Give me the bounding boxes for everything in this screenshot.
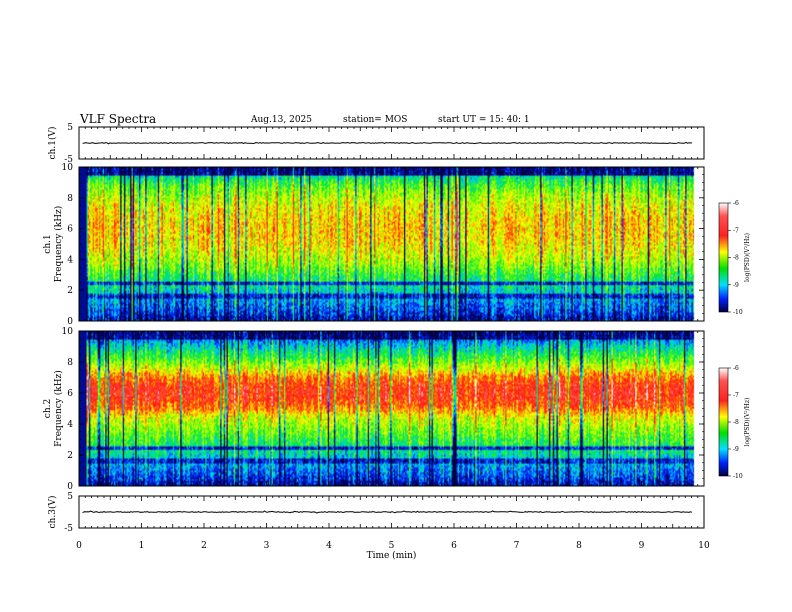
y-axis-title: Frequency (kHz) bbox=[53, 370, 64, 447]
spectrogram-heatmap bbox=[79, 331, 704, 486]
observation-date: Aug.13, 2025 bbox=[251, 115, 312, 125]
y-tick-label: 10 bbox=[62, 163, 74, 173]
x-tick-label: 3 bbox=[264, 541, 270, 551]
colorbar-tick-label: -6 bbox=[733, 365, 739, 372]
x-tick-label: 10 bbox=[698, 541, 710, 551]
x-tick-label: 6 bbox=[451, 541, 457, 551]
y-tick-label: 2 bbox=[67, 286, 73, 296]
colorbar-tick-label: -8 bbox=[733, 419, 739, 426]
x-tick-label: 0 bbox=[76, 541, 82, 551]
y-axis-title: ch.2 bbox=[43, 399, 53, 418]
colorbar-tick-label: -9 bbox=[733, 446, 739, 453]
y-tick-label: 2 bbox=[67, 451, 73, 461]
y-tick-label: 5 bbox=[67, 123, 73, 133]
station-label: station= MOS bbox=[343, 115, 408, 125]
x-tick-label: 4 bbox=[326, 541, 332, 551]
x-tick-label: 2 bbox=[201, 541, 207, 551]
colorbar-label: log(PSD)(V²/Hz) bbox=[744, 398, 751, 447]
waveform-trace bbox=[82, 141, 693, 145]
x-tick-label: 1 bbox=[139, 541, 145, 551]
spectrogram-heatmap bbox=[79, 167, 704, 321]
y-tick-label: 6 bbox=[67, 225, 73, 235]
start-time-label: start UT = 15: 40: 1 bbox=[438, 115, 530, 125]
x-tick-label: 8 bbox=[576, 541, 582, 551]
y-tick-label: -5 bbox=[64, 155, 73, 165]
colorbar bbox=[718, 202, 729, 313]
colorbar-tick-label: -8 bbox=[733, 255, 739, 262]
y-tick-label: 8 bbox=[67, 358, 73, 368]
y-tick-label: -5 bbox=[64, 524, 73, 534]
y-tick-label: 4 bbox=[67, 420, 73, 430]
y-tick-label: 4 bbox=[67, 255, 73, 265]
x-tick-label: 5 bbox=[389, 541, 395, 551]
y-tick-label: 10 bbox=[62, 327, 74, 337]
y-axis-title: Frequency (kHz) bbox=[53, 206, 64, 283]
y-axis-title: ch.1(V) bbox=[47, 127, 58, 160]
colorbar-tick-label: -7 bbox=[733, 227, 739, 234]
y-axis-title: ch.1 bbox=[43, 234, 53, 253]
colorbar-label: log(PSD)(V²/Hz) bbox=[744, 233, 751, 282]
x-tick-label: 9 bbox=[639, 541, 645, 551]
y-tick-label: 6 bbox=[67, 389, 73, 399]
y-tick-label: 5 bbox=[67, 492, 73, 502]
y-tick-label: 0 bbox=[67, 317, 73, 327]
y-tick-label: 8 bbox=[67, 194, 73, 204]
chart-title: VLF Spectra bbox=[80, 112, 157, 126]
waveform-trace bbox=[82, 510, 693, 514]
y-tick-label: 0 bbox=[67, 482, 73, 492]
colorbar-tick-label: -10 bbox=[733, 473, 743, 480]
y-axis-title: ch.3(V) bbox=[47, 496, 58, 529]
x-tick-label: 7 bbox=[514, 541, 520, 551]
colorbar-tick-label: -7 bbox=[733, 392, 739, 399]
colorbar-tick-label: -6 bbox=[733, 200, 739, 207]
colorbar-tick-label: -10 bbox=[733, 309, 743, 316]
colorbar-tick-label: -9 bbox=[733, 282, 739, 289]
colorbar bbox=[718, 367, 729, 477]
x-axis-title: Time (min) bbox=[367, 550, 417, 561]
